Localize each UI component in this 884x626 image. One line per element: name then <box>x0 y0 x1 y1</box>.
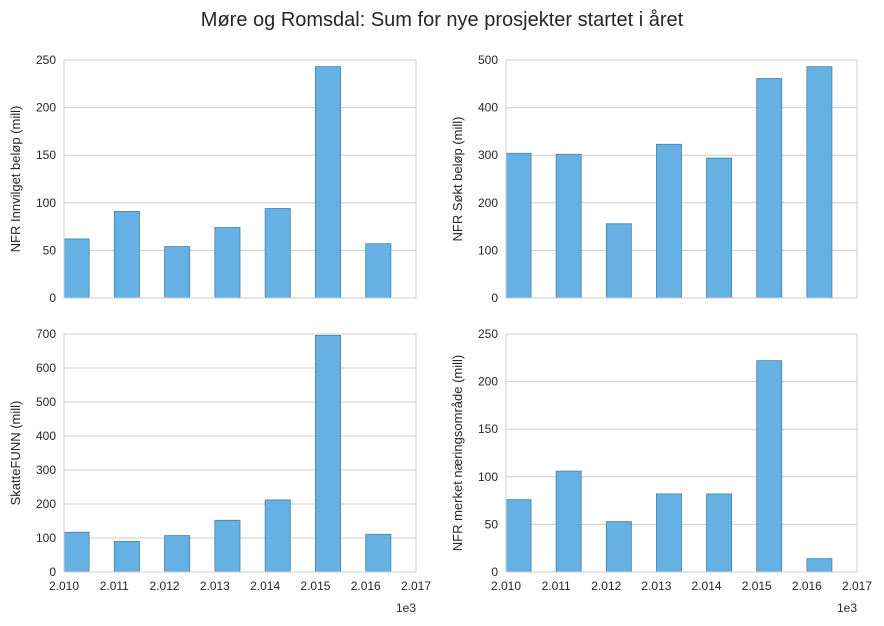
x-tick-label: 2.014 <box>250 579 280 593</box>
bar-2013 <box>656 143 682 299</box>
y-tick-label: 250 <box>36 53 56 67</box>
x-tick-label: 2.010 <box>491 579 521 593</box>
y-tick-label: 50 <box>485 517 499 531</box>
bar-2015 <box>315 66 341 299</box>
y-axis-label: SkatteFUNN (mill) <box>8 401 23 506</box>
x-tick-label: 2.015 <box>300 579 330 593</box>
plot-frame <box>505 333 858 573</box>
y-tick-label: 700 <box>36 327 56 341</box>
bar-2015 <box>315 334 341 573</box>
bar-2010 <box>63 531 90 573</box>
bar-2010 <box>505 499 532 573</box>
bar-2010 <box>505 152 532 299</box>
bar-2013 <box>214 519 241 573</box>
x-tick-label: 2.017 <box>401 579 431 593</box>
chart-panel-2: 0 100 200 300 400 500 NFR Søkt beløp (mill) <box>450 53 858 305</box>
plot-frame <box>63 59 417 299</box>
bar-2015 <box>756 78 783 299</box>
bar-2012 <box>605 521 632 573</box>
bar-2014 <box>706 157 733 299</box>
x-tick-label: 2.010 <box>49 579 79 593</box>
bar-2010 <box>63 238 90 299</box>
chart-panel-1: 0 50 100 150 200 250 NFR Innvilget beløp (mill… <box>8 53 417 305</box>
y-tick-label: 100 <box>36 531 56 545</box>
bar-2013 <box>214 227 241 299</box>
bar-2014 <box>706 493 733 573</box>
x-offset-label: 1e3 <box>396 601 416 615</box>
y-tick-label: 250 <box>478 327 498 341</box>
bar-2011 <box>555 153 582 299</box>
bar-2012 <box>164 246 191 299</box>
y-tick-label: 0 <box>49 291 56 305</box>
bar-2016 <box>806 558 833 573</box>
bar-2014 <box>264 208 291 299</box>
bar-2011 <box>555 470 582 573</box>
bar-2015 <box>756 360 783 573</box>
bar-2016 <box>365 243 392 299</box>
x-tick-label: 2.011 <box>100 579 129 593</box>
bar-2011 <box>113 210 140 299</box>
y-tick-label: 0 <box>49 565 56 579</box>
y-tick-label: 0 <box>491 565 498 579</box>
y-axis-label: NFR Søkt beløp (mill) <box>450 117 465 242</box>
plot-frame <box>63 333 417 573</box>
x-tick-label: 2.017 <box>842 579 872 593</box>
bar-2016 <box>806 66 833 299</box>
x-tick-label: 2.014 <box>692 579 722 593</box>
y-tick-label: 150 <box>36 148 56 162</box>
y-axis-label: NFR Innvilget beløp (mill) <box>8 106 23 253</box>
x-tick-label: 2.015 <box>742 579 772 593</box>
x-tick-label: 2.016 <box>792 579 822 593</box>
bar-2016 <box>365 533 392 573</box>
y-tick-label: 200 <box>478 375 498 389</box>
x-tick-label: 2.016 <box>351 579 381 593</box>
y-tick-label: 400 <box>36 429 56 443</box>
y-tick-label: 200 <box>478 196 498 210</box>
y-tick-label: 400 <box>478 101 498 115</box>
chart-panel-4: 0 50 100 150 200 250 2.010 2.011 2.012 2.013 2.014… <box>450 327 872 615</box>
y-tick-label: 100 <box>478 243 498 257</box>
y-tick-label: 50 <box>43 243 57 257</box>
bar-2011 <box>113 541 140 573</box>
y-tick-label: 600 <box>36 361 56 375</box>
x-tick-label: 2.011 <box>542 579 571 593</box>
figure-title: Møre og Romsdal: Sum for nye prosjekter … <box>201 9 684 31</box>
x-tick-label: 2.013 <box>200 579 230 593</box>
y-tick-label: 300 <box>36 463 56 477</box>
y-tick-label: 200 <box>36 497 56 511</box>
y-tick-label: 150 <box>478 422 498 436</box>
y-tick-label: 100 <box>478 470 498 484</box>
x-tick-label: 2.012 <box>591 579 621 593</box>
x-tick-label: 2.013 <box>641 579 671 593</box>
y-tick-label: 500 <box>478 53 498 67</box>
y-tick-label: 500 <box>36 395 56 409</box>
plot-frame <box>505 59 858 299</box>
bar-2013 <box>656 493 682 573</box>
y-tick-label: 300 <box>478 148 498 162</box>
x-offset-label: 1e3 <box>837 601 857 615</box>
y-tick-label: 100 <box>36 196 56 210</box>
bar-2012 <box>164 535 191 573</box>
x-tick-label: 2.012 <box>150 579 180 593</box>
chart-panel-3: 0 100 200 300 400 500 600 700 2.010 2.011 2.012 2.0… <box>8 327 431 615</box>
y-tick-label: 0 <box>491 291 498 305</box>
bar-2014 <box>264 499 291 573</box>
bar-2012 <box>605 223 632 299</box>
y-tick-label: 200 <box>36 101 56 115</box>
y-axis-label: NFR merket næringsområde (mill) <box>450 355 465 551</box>
